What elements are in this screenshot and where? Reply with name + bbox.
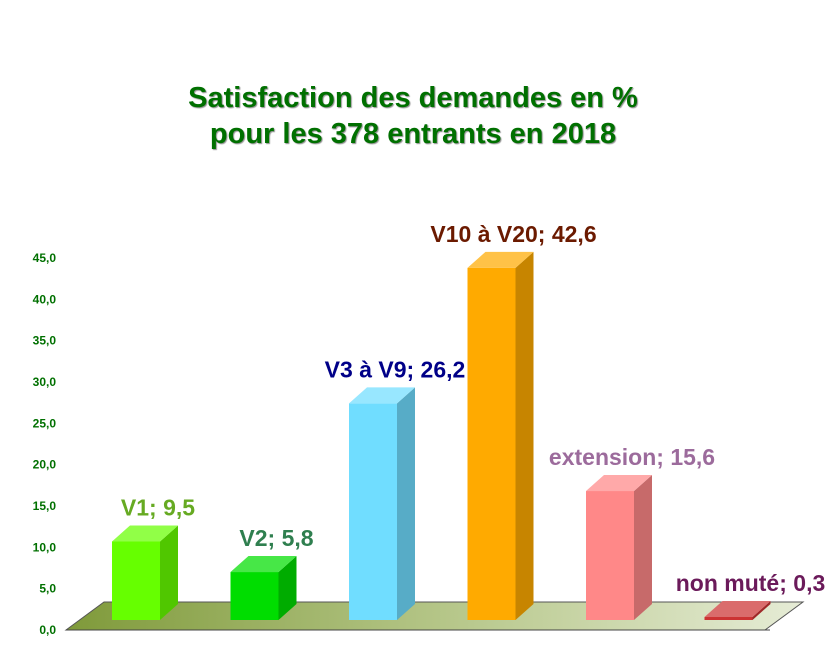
bar-top bbox=[112, 525, 178, 542]
bar bbox=[349, 403, 397, 620]
y-tick-label: 35,0 bbox=[33, 334, 57, 348]
y-tick-label: 5,0 bbox=[39, 582, 56, 596]
data-label: V10 à V20; 42,6 bbox=[430, 221, 596, 247]
y-tick-label: 15,0 bbox=[33, 499, 57, 513]
y-tick-label: 10,0 bbox=[33, 540, 57, 554]
bar-side bbox=[752, 601, 771, 620]
bar-side bbox=[397, 387, 415, 620]
bar-side bbox=[278, 556, 297, 620]
chart-title-line-1: Satisfaction des demandes en % bbox=[188, 82, 638, 114]
bar-top bbox=[467, 251, 534, 268]
bar-side bbox=[634, 475, 652, 620]
bar bbox=[230, 572, 279, 620]
chart-title: Satisfaction des demandes en % pour les … bbox=[0, 80, 826, 152]
bar bbox=[704, 617, 753, 620]
data-label: V1; 9,5 bbox=[121, 494, 195, 520]
chart-floor bbox=[64, 601, 805, 631]
bar-top bbox=[586, 475, 652, 492]
chart-title-line-2: pour les 378 entrants en 2018 bbox=[209, 118, 617, 150]
y-tick-label: 0,0 bbox=[39, 623, 56, 637]
data-label: V2; 5,8 bbox=[239, 525, 313, 551]
bar-side bbox=[515, 251, 534, 620]
bar-top bbox=[349, 387, 415, 404]
bar bbox=[112, 541, 160, 620]
bar-side bbox=[160, 525, 178, 620]
y-tick-label: 25,0 bbox=[33, 416, 57, 430]
y-tick-label: 30,0 bbox=[33, 375, 57, 389]
bar-top bbox=[704, 601, 771, 617]
y-tick-label: 20,0 bbox=[33, 458, 57, 472]
bar-top bbox=[230, 556, 297, 573]
data-label: V3 à V9; 26,2 bbox=[325, 356, 466, 382]
data-label: extension; 15,6 bbox=[549, 444, 715, 470]
y-tick-label: 40,0 bbox=[33, 292, 57, 306]
data-label: non muté; 0,3 bbox=[676, 570, 826, 596]
bar bbox=[586, 491, 634, 620]
bar bbox=[467, 267, 516, 620]
y-tick-label: 45,0 bbox=[33, 251, 57, 265]
